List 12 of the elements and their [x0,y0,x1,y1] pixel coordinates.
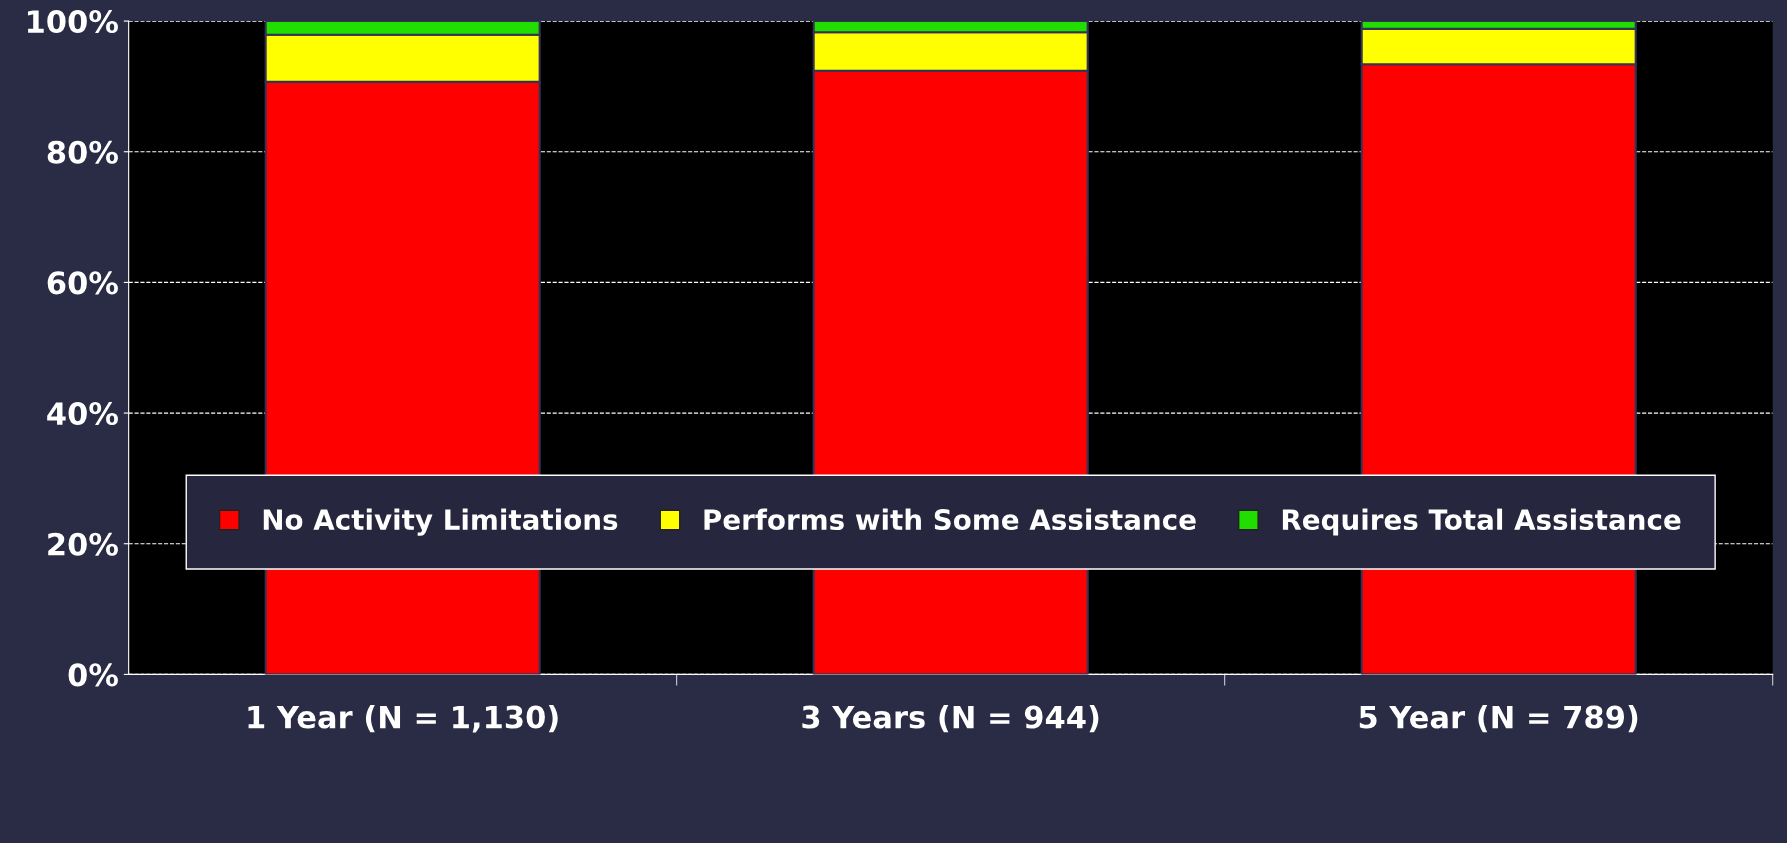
y-tick-label: 20% [48,532,118,556]
y-tick-label: 100% [27,10,118,34]
y-tick-label: 60% [47,271,118,295]
y-tick-label: 0% [68,663,118,687]
y-tick-label: 40% [47,402,118,426]
legend-label: Requires Total Assistance [1282,508,1681,536]
x-tick-label: 1 Year (N = 1,130) [248,704,558,733]
legend-label: Performs with Some Assistance [704,508,1196,531]
x-tick-label: 5 Year (N = 789) [1359,704,1638,733]
y-tick-label: 80% [47,140,118,164]
legend-label: No Activity Limitations [263,508,618,536]
x-tick-label: 3 Years (N = 944) [802,704,1099,733]
